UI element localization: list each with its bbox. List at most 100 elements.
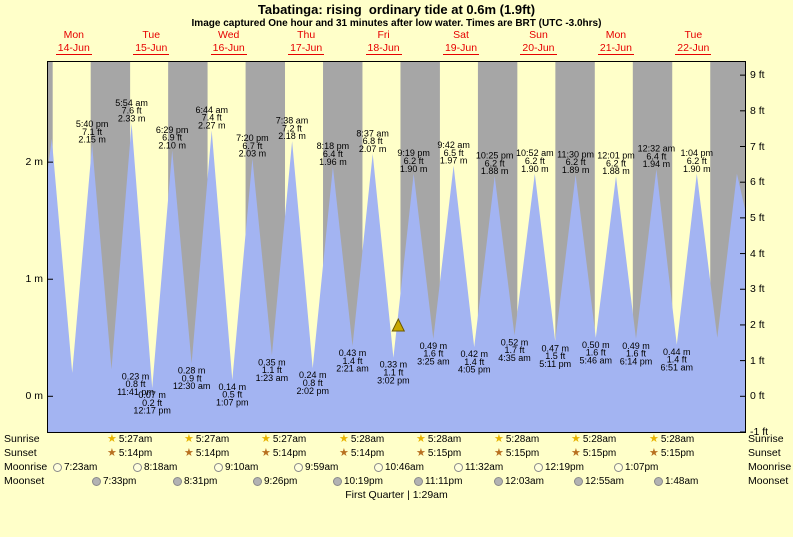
event-time: 7:23am bbox=[64, 462, 98, 473]
event-time: 5:14pm bbox=[195, 448, 230, 459]
moonrise-icon bbox=[374, 463, 383, 472]
low-tide-label: 0.42 m 1.4 ft 4:05 pm bbox=[458, 349, 491, 375]
row-label-sunrise-right: Sunrise bbox=[748, 433, 784, 445]
right-axis-label: 2 ft bbox=[750, 318, 765, 331]
day-label: Sat 19-Jun bbox=[426, 29, 496, 55]
event-time: 5:28am bbox=[427, 434, 462, 445]
sunrise-entry: ★ 5:28am bbox=[416, 433, 461, 446]
sunrise-icon: ★ bbox=[649, 433, 659, 445]
right-axis-label: 6 ft bbox=[750, 176, 765, 189]
moonrise-icon bbox=[214, 463, 223, 472]
sunset-entry: ★ 5:14pm bbox=[107, 447, 152, 460]
event-time: 5:27am bbox=[118, 434, 153, 445]
sunrise-icon: ★ bbox=[571, 433, 581, 445]
day-label: Tue 15-Jun bbox=[116, 29, 186, 55]
day-date: 16-Jun bbox=[210, 42, 247, 55]
day-label: Tue 22-Jun bbox=[658, 29, 728, 55]
moonrise-entry: 11:32am bbox=[454, 461, 503, 474]
day-date: 17-Jun bbox=[288, 42, 325, 55]
row-label-sunset: Sunset bbox=[4, 447, 37, 459]
sunset-entry: ★ 5:14pm bbox=[184, 447, 229, 460]
event-time: 5:14pm bbox=[272, 448, 307, 459]
moonset-icon bbox=[92, 477, 101, 486]
day-name: Wed bbox=[218, 29, 240, 41]
moonset-entry: 12:03am bbox=[494, 475, 544, 488]
moon-phase-footer: First Quarter | 1:29am bbox=[345, 489, 448, 501]
moonrise-entry: 1:07pm bbox=[614, 461, 658, 474]
low-tide-label: 0.07 m 0.2 ft 12:17 pm bbox=[133, 390, 171, 416]
sunset-icon: ★ bbox=[571, 447, 581, 459]
low-tide-label: 0.47 m 1.5 ft 5:11 pm bbox=[539, 343, 571, 369]
high-tide-label: 6:29 pm 6.9 ft 2.10 m bbox=[156, 125, 189, 151]
high-tide-label: 8:37 am 6.8 ft 2.07 m bbox=[356, 128, 389, 154]
sunrise-entry: ★ 5:28am bbox=[339, 433, 384, 446]
event-time: 11:11pm bbox=[425, 476, 463, 487]
day-label: Thu 17-Jun bbox=[271, 29, 341, 55]
low-tide-label: 0.35 m 1.1 ft 1:23 am bbox=[256, 357, 289, 383]
event-time: 12:55am bbox=[585, 476, 624, 487]
right-axis-label: 9 ft bbox=[750, 69, 765, 82]
tide-plot-area: 5:40 pm 7.1 ft 2.15 m 0.23 m 0.8 ft 11:41 pm 5… bbox=[47, 61, 746, 433]
high-tide-label: 9:19 pm 6.2 ft 1.90 m bbox=[397, 148, 430, 174]
right-axis-label: 1 ft bbox=[750, 354, 765, 367]
day-label: Wed 16-Jun bbox=[194, 29, 264, 55]
tide-curve-area bbox=[48, 123, 745, 432]
right-axis-label: 7 ft bbox=[750, 140, 765, 153]
sunset-icon: ★ bbox=[649, 447, 659, 459]
day-name: Fri bbox=[377, 29, 390, 41]
event-time: 5:15pm bbox=[427, 448, 462, 459]
moonset-icon bbox=[253, 477, 262, 486]
moonrise-icon bbox=[454, 463, 463, 472]
page-title: Tabatinga: rising ordinary tide at 0.6m … bbox=[257, 2, 536, 17]
moonrise-entry: 12:19pm bbox=[534, 461, 584, 474]
day-date: 22-Jun bbox=[675, 42, 712, 55]
left-axis-label: 1 m bbox=[25, 273, 43, 286]
day-date: 21-Jun bbox=[597, 42, 634, 55]
sunrise-entry: ★ 5:27am bbox=[107, 433, 152, 446]
sunrise-entry: ★ 5:27am bbox=[261, 433, 306, 446]
moonset-icon bbox=[414, 477, 423, 486]
sunset-icon: ★ bbox=[339, 447, 349, 459]
low-tide-label: 0.14 m 0.5 ft 1:07 pm bbox=[216, 382, 249, 408]
sunset-entry: ★ 5:15pm bbox=[416, 447, 461, 460]
sunrise-icon: ★ bbox=[494, 433, 504, 445]
moonrise-entry: 8:18am bbox=[133, 461, 177, 474]
moonset-entry: 10:19pm bbox=[333, 475, 383, 488]
event-time: 8:18am bbox=[144, 462, 178, 473]
high-tide-label: 10:52 am 6.2 ft 1.90 m bbox=[516, 148, 554, 174]
moonrise-entry: 9:59am bbox=[294, 461, 338, 474]
moonrise-entry: 9:10am bbox=[214, 461, 258, 474]
event-time: 1:48am bbox=[665, 476, 699, 487]
high-tide-label: 10:25 pm 6.2 ft 1.88 m bbox=[476, 151, 514, 177]
day-label: Fri 18-Jun bbox=[349, 29, 419, 55]
event-time: 7:33pm bbox=[103, 476, 137, 487]
sunrise-icon: ★ bbox=[261, 433, 271, 445]
moonset-icon bbox=[333, 477, 342, 486]
sunset-entry: ★ 5:15pm bbox=[571, 447, 616, 460]
high-tide-label: 1:04 pm 6.2 ft 1.90 m bbox=[681, 148, 714, 174]
high-tide-label: 5:54 am 7.6 ft 2.33 m bbox=[115, 98, 148, 124]
low-tide-label: 0.52 m 1.7 ft 4:35 am bbox=[498, 337, 531, 363]
day-label: Mon 14-Jun bbox=[39, 29, 109, 55]
high-tide-label: 6:44 am 7.4 ft 2.27 m bbox=[195, 105, 228, 131]
row-label-sunset-right: Sunset bbox=[748, 447, 781, 459]
day-name: Thu bbox=[297, 29, 316, 41]
moonrise-entry: 10:46am bbox=[374, 461, 424, 474]
day-name: Sun bbox=[529, 29, 548, 41]
sunset-entry: ★ 5:14pm bbox=[339, 447, 384, 460]
right-axis-label: -1 ft bbox=[750, 425, 769, 438]
moonrise-icon bbox=[534, 463, 543, 472]
sunset-entry: ★ 5:14pm bbox=[261, 447, 306, 460]
day-date: 14-Jun bbox=[55, 42, 92, 55]
moonset-icon bbox=[173, 477, 182, 486]
event-time: 10:19pm bbox=[344, 476, 383, 487]
tide-labels: 5:40 pm 7.1 ft 2.15 m 0.23 m 0.8 ft 11:41 pm 5… bbox=[76, 98, 713, 416]
high-tide-label: 9:42 am 6.5 ft 1.97 m bbox=[437, 140, 470, 166]
event-time: 5:28am bbox=[350, 434, 385, 445]
low-tide-label: 0.24 m 0.8 ft 2:02 pm bbox=[296, 370, 329, 396]
high-tide-label: 11:30 pm 6.2 ft 1.89 m bbox=[557, 149, 594, 175]
moonset-entry: 9:26pm bbox=[253, 475, 297, 488]
moonset-entry: 7:33pm bbox=[92, 475, 136, 488]
moonset-icon bbox=[654, 477, 663, 486]
day-date: 19-Jun bbox=[442, 42, 480, 55]
